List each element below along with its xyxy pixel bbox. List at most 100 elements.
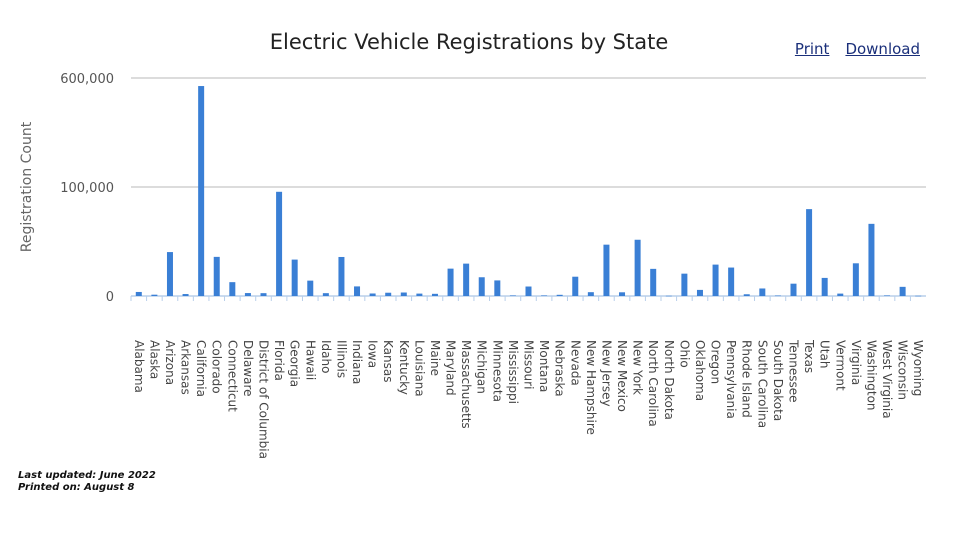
- bar: [276, 191, 283, 296]
- x-category-label: Alaska: [147, 340, 161, 379]
- y-tick-label: 600,000: [60, 72, 114, 87]
- bar: [837, 293, 844, 296]
- x-category-label: New Mexico: [615, 340, 629, 412]
- last-updated-note: Last updated: June 2022: [18, 470, 156, 481]
- x-category-label: New Hampshire: [584, 340, 598, 435]
- x-category-label: District of Columbia: [257, 340, 271, 459]
- x-category-label: Hawaii: [303, 340, 317, 380]
- chart-actions: Print Download: [795, 40, 920, 58]
- x-category-label: Missouri: [522, 340, 536, 389]
- x-category-label: Mississippi: [506, 340, 520, 404]
- x-category-label: Arkansas: [179, 340, 193, 395]
- bar: [899, 286, 906, 296]
- printed-on-note: Printed on: August 8: [18, 482, 135, 493]
- bar: [260, 293, 267, 296]
- x-category-label: Iowa: [366, 340, 380, 368]
- x-category-label: Washington: [864, 340, 878, 411]
- x-category-label: Kentucky: [397, 340, 411, 395]
- bar: [884, 295, 891, 296]
- bar: [416, 293, 423, 296]
- footer-notes: Last updated: June 2022 Printed on: Augu…: [18, 470, 156, 494]
- bar: [431, 293, 438, 296]
- x-category-label: Florida: [272, 340, 286, 381]
- x-category-label: South Dakota: [771, 340, 785, 421]
- bar: [400, 292, 407, 296]
- x-category-label: South Carolina: [755, 340, 769, 428]
- download-link[interactable]: Download: [845, 40, 920, 58]
- x-category-label: Wisconsin: [896, 340, 910, 400]
- x-category-label: Louisiana: [412, 340, 426, 397]
- x-category-label: Idaho: [319, 340, 333, 373]
- bar: [759, 288, 766, 296]
- bar: [681, 273, 688, 296]
- bar: [556, 294, 563, 296]
- x-category-label: Illinois: [334, 340, 348, 378]
- bar: [291, 259, 298, 296]
- x-category-label: Nebraska: [553, 340, 567, 397]
- x-category-label: Wyoming: [911, 340, 925, 396]
- x-category-label: Ohio: [677, 340, 691, 368]
- bar: [494, 280, 501, 296]
- x-category-label: Virginia: [849, 340, 863, 385]
- x-category-label: California: [194, 340, 208, 397]
- bar: [696, 289, 703, 296]
- bar: [712, 264, 719, 296]
- x-category-label: Indiana: [350, 340, 364, 384]
- x-category-label: Maine: [428, 340, 442, 376]
- x-category-label: Arizona: [163, 340, 177, 385]
- bar: [182, 294, 189, 296]
- bar: [587, 292, 594, 296]
- bar: [447, 268, 454, 296]
- y-axis-ticks: 0 100,000 600,000: [60, 72, 114, 305]
- bar: [478, 277, 485, 296]
- bar: [821, 277, 828, 296]
- bars: [135, 86, 922, 297]
- bar: [915, 295, 922, 297]
- bar: [525, 286, 532, 296]
- y-axis-label: Registration Count: [19, 121, 35, 252]
- x-category-label: North Dakota: [662, 340, 676, 420]
- x-category-label: Connecticut: [225, 340, 239, 412]
- x-category-label: Georgia: [288, 340, 302, 387]
- x-category-label: North Carolina: [646, 340, 660, 427]
- x-category-label: West Virginia: [880, 340, 894, 419]
- bar: [166, 252, 173, 296]
- bar: [743, 294, 750, 296]
- x-category-label: Massachusetts: [459, 340, 473, 429]
- chart-title: Electric Vehicle Registrations by State: [269, 30, 669, 54]
- x-category-label: Pennsylvania: [724, 340, 738, 419]
- x-category-label: Delaware: [241, 340, 255, 397]
- bar: [774, 295, 781, 297]
- x-category-label: Rhode Island: [740, 340, 754, 418]
- x-category-label: Michigan: [475, 340, 489, 394]
- x-axis-categories: Alabama Alaska Arizona Arkansas California Co…: [132, 339, 925, 459]
- x-category-label: Utah: [818, 340, 832, 368]
- bar: [852, 263, 859, 296]
- bar: [868, 223, 875, 296]
- x-category-label: Montana: [537, 340, 551, 392]
- x-category-label: Oklahoma: [693, 340, 707, 401]
- bar: [619, 292, 626, 296]
- bar: [354, 286, 361, 296]
- y-tick-label: 0: [106, 290, 114, 305]
- bar: [509, 295, 516, 296]
- y-tick-label: 100,000: [60, 181, 114, 196]
- bar: [541, 295, 548, 296]
- x-category-label: Vermont: [833, 340, 847, 391]
- x-category-label: Nevada: [568, 340, 582, 386]
- bar: [338, 256, 345, 296]
- print-link[interactable]: Print: [794, 40, 830, 58]
- bar: [728, 267, 735, 296]
- bar: [369, 293, 376, 296]
- bar: [213, 256, 220, 296]
- bar: [385, 292, 392, 296]
- x-category-label: Oregon: [709, 340, 723, 384]
- bar: [650, 268, 657, 296]
- x-category-label: New Jersey: [599, 340, 613, 407]
- bar: [806, 209, 813, 296]
- bar: [790, 283, 797, 296]
- bar: [634, 239, 641, 296]
- x-category-label: Maryland: [444, 340, 458, 396]
- x-category-label: Alabama: [132, 340, 146, 393]
